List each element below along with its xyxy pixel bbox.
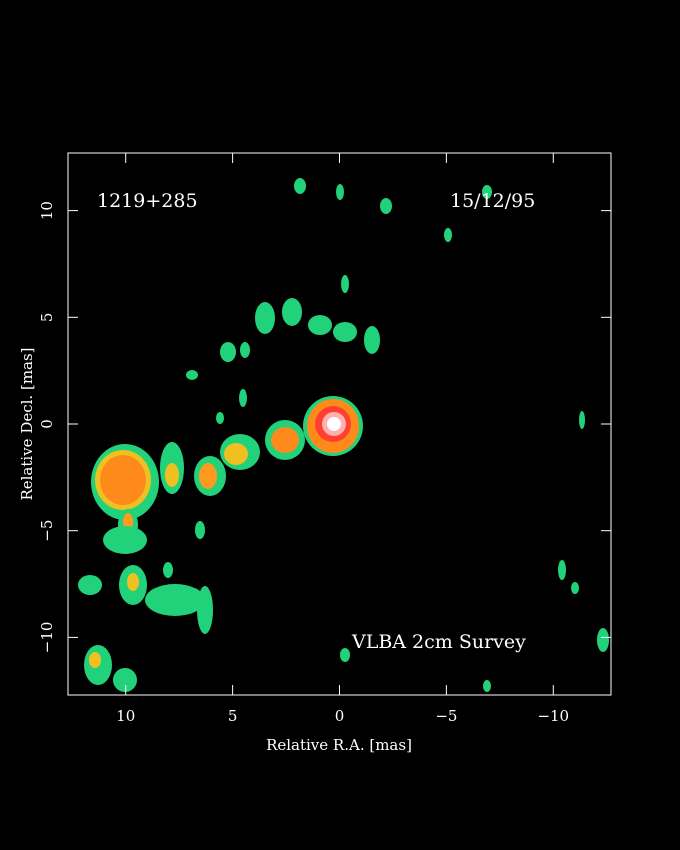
x-tick-label: 0 [335, 707, 345, 725]
x-tick-label: 10 [116, 707, 135, 725]
x-tick-label: −10 [537, 707, 569, 725]
y-tick-label: 10 [38, 201, 56, 220]
date-label: 15/12/95 [450, 190, 535, 212]
x-axis-label: Relative R.A. [mas] [266, 736, 412, 754]
x-tick-label: −5 [435, 707, 457, 725]
survey-label: VLBA 2cm Survey [351, 631, 526, 653]
x-tick-label: 5 [228, 707, 238, 725]
y-axis-label: Relative Decl. [mas] [18, 347, 36, 500]
y-tick-label: 5 [38, 313, 56, 323]
source-label: 1219+285 [97, 190, 198, 212]
y-tick-label: 0 [38, 419, 56, 429]
y-tick-label: −10 [38, 622, 56, 654]
y-tick-label: −5 [38, 520, 56, 542]
radio-map [78, 178, 609, 692]
